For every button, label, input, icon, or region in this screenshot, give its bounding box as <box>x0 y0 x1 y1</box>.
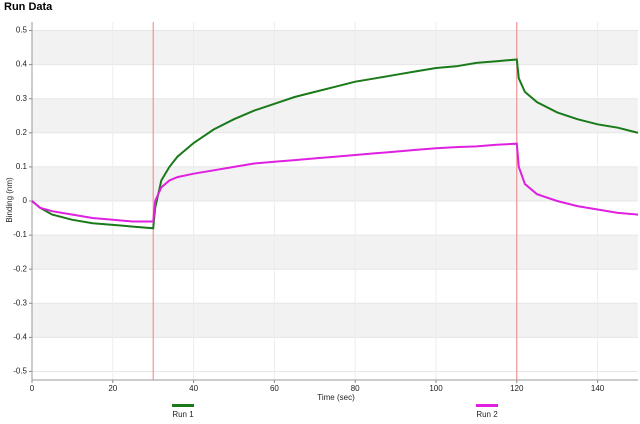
legend-label: Run 1 <box>172 410 194 419</box>
legend-swatch <box>172 404 194 407</box>
y-tick-label: 0.5 <box>16 26 28 35</box>
legend-label: Run 2 <box>476 410 498 419</box>
y-tick-label: 0.2 <box>16 128 28 137</box>
y-axis-label: Binding (nm) <box>5 177 14 223</box>
x-tick-label: 120 <box>510 384 524 393</box>
x-tick-label: 40 <box>189 384 198 393</box>
grid-band <box>32 235 638 270</box>
x-tick-label: 0 <box>30 384 35 393</box>
chart-title: Run Data <box>4 1 53 13</box>
grid-band <box>32 30 638 65</box>
grid-band <box>32 166 638 201</box>
series-line <box>31 58 639 230</box>
x-tick-label: 60 <box>270 384 279 393</box>
y-tick-label: -0.1 <box>13 230 27 239</box>
x-tick-label: 80 <box>351 384 360 393</box>
legend-swatch <box>476 404 498 407</box>
x-axis-label: Time (sec) <box>317 393 355 402</box>
series-line <box>31 142 639 223</box>
y-tick-label: 0 <box>23 196 28 205</box>
y-tick-label: 0.3 <box>16 94 28 103</box>
y-tick-label: 0.1 <box>16 162 28 171</box>
y-tick-label: -0.2 <box>13 264 27 273</box>
grid-band <box>32 98 638 133</box>
y-tick-label: -0.5 <box>13 367 27 376</box>
x-tick-label: 20 <box>108 384 117 393</box>
x-tick-label: 100 <box>429 384 443 393</box>
y-tick-label: 0.4 <box>16 60 28 69</box>
y-tick-label: -0.3 <box>13 298 27 307</box>
x-tick-label: 140 <box>591 384 605 393</box>
y-tick-label: -0.4 <box>13 332 27 341</box>
grid-band <box>32 303 638 338</box>
